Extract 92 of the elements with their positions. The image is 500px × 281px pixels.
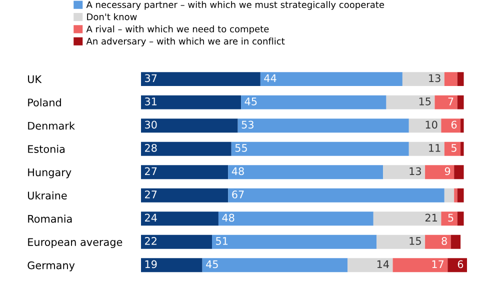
- bar: [141, 234, 212, 249]
- y-tick-label: Romania: [28, 214, 72, 223]
- y-tick-label: Germany: [28, 261, 75, 272]
- bar: [434, 95, 458, 110]
- legend-label: Don't know: [87, 13, 137, 20]
- data-label: 8: [442, 237, 447, 245]
- bar: [444, 188, 454, 202]
- legend-label: An adversary – with which we are in conflict: [86, 38, 285, 46]
- legend-label: A necessary partner – with which we must strategically cooperate: [86, 1, 384, 10]
- bar: [141, 212, 218, 226]
- data-label: 37: [145, 74, 157, 82]
- bar: [457, 188, 464, 202]
- bar: [141, 72, 260, 86]
- data-label: 48: [232, 167, 244, 176]
- data-label: 48: [222, 214, 234, 222]
- data-label: 7: [448, 98, 454, 106]
- data-label: 53: [242, 120, 254, 129]
- bar: [425, 165, 454, 180]
- y-tick-label: Poland: [28, 98, 61, 106]
- data-label: 5: [448, 214, 454, 222]
- data-label: 45: [206, 260, 218, 268]
- bar: [444, 72, 458, 86]
- data-label: 6: [458, 260, 464, 268]
- data-label: 21: [425, 214, 437, 222]
- bar: [202, 258, 348, 272]
- data-label: 9: [444, 167, 450, 176]
- bar: [454, 188, 458, 202]
- bar: [141, 188, 228, 202]
- bar: [386, 95, 435, 110]
- bar: [141, 142, 232, 156]
- bar: [425, 234, 451, 249]
- bar: [376, 234, 426, 249]
- data-label: 27: [144, 167, 157, 175]
- data-label: 51: [216, 237, 228, 245]
- bar: [441, 118, 461, 133]
- data-label: 6: [451, 120, 457, 129]
- bar: [441, 212, 458, 226]
- bar: [454, 165, 464, 180]
- bar: [457, 95, 464, 110]
- bar: [444, 142, 461, 156]
- data-label: 55: [235, 144, 247, 152]
- bar: [228, 165, 384, 180]
- bar: [408, 142, 444, 156]
- data-label: 19: [145, 260, 157, 268]
- bar: [457, 72, 464, 86]
- data-label: 17: [432, 260, 444, 268]
- bar: [383, 165, 426, 180]
- data-label: 15: [410, 237, 421, 245]
- bar: [212, 234, 377, 249]
- bar: [348, 258, 393, 272]
- y-tick-label: Hungary: [28, 168, 72, 178]
- y-tick-label: UK: [28, 75, 42, 84]
- data-label: 15: [419, 98, 431, 106]
- data-label: 27: [144, 190, 157, 198]
- y-tick-label: European average: [28, 238, 122, 248]
- data-label: 11: [429, 144, 440, 152]
- bar: [402, 72, 444, 86]
- bar: [408, 118, 442, 133]
- data-label: 31: [145, 97, 157, 106]
- bar: [141, 95, 242, 110]
- data-label: 44: [264, 74, 276, 82]
- data-label: 14: [377, 260, 389, 268]
- legend-label: A rival – with which we need to compete: [86, 25, 269, 34]
- data-label: 24: [144, 214, 157, 222]
- bar: [450, 234, 461, 249]
- bar: [218, 212, 374, 226]
- bar: [141, 258, 202, 272]
- y-tick-label: Denmark: [28, 122, 75, 130]
- data-label: 45: [244, 98, 257, 106]
- bar: [373, 212, 442, 226]
- y-tick-label: Ukraine: [28, 191, 67, 200]
- bar: [141, 118, 238, 133]
- data-label: 28: [144, 144, 157, 152]
- data-label: 67: [232, 190, 244, 198]
- bar: [228, 188, 444, 202]
- bar: [448, 258, 467, 272]
- bar: [241, 95, 386, 110]
- data-label: 5: [451, 144, 456, 152]
- bar: [392, 258, 448, 272]
- bar: [260, 72, 402, 86]
- y-tick-label: Estonia: [28, 144, 65, 153]
- data-label: 13: [410, 167, 421, 176]
- data-label: 30: [145, 120, 157, 129]
- data-label: 10: [426, 120, 438, 129]
- data-label: 13: [429, 74, 440, 82]
- bar: [231, 142, 409, 156]
- bar: [238, 118, 409, 133]
- data-label: 22: [144, 237, 156, 245]
- bar: [460, 142, 464, 156]
- bar: [141, 165, 228, 180]
- bar: [457, 212, 464, 226]
- bar: [460, 118, 464, 133]
